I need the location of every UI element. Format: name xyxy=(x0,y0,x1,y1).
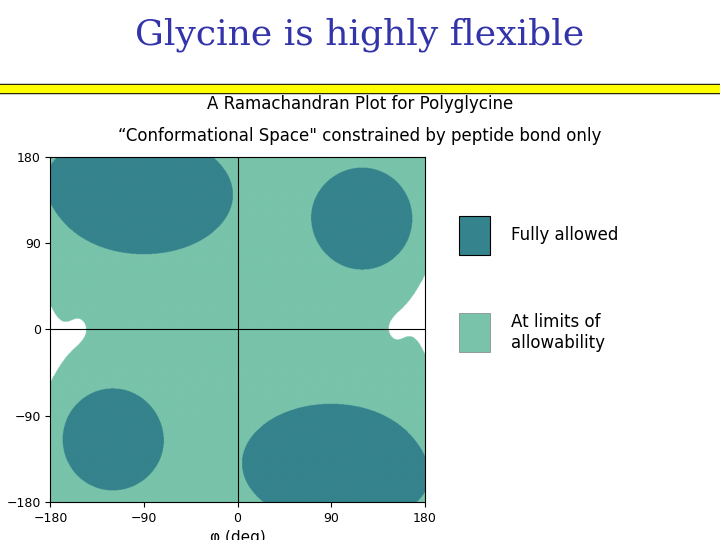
Y-axis label: ψ (deg): ψ (deg) xyxy=(0,301,1,357)
Bar xyxy=(459,313,490,352)
Bar xyxy=(459,216,490,255)
Text: “Conformational Space" constrained by peptide bond only: “Conformational Space" constrained by pe… xyxy=(118,126,602,145)
Text: A Ramachandran Plot for Polyglycine: A Ramachandran Plot for Polyglycine xyxy=(207,95,513,113)
Text: Glycine is highly flexible: Glycine is highly flexible xyxy=(135,17,585,52)
Text: Fully allowed: Fully allowed xyxy=(511,226,618,245)
Text: At limits of
allowability: At limits of allowability xyxy=(511,313,606,352)
X-axis label: φ (deg): φ (deg) xyxy=(210,530,266,540)
